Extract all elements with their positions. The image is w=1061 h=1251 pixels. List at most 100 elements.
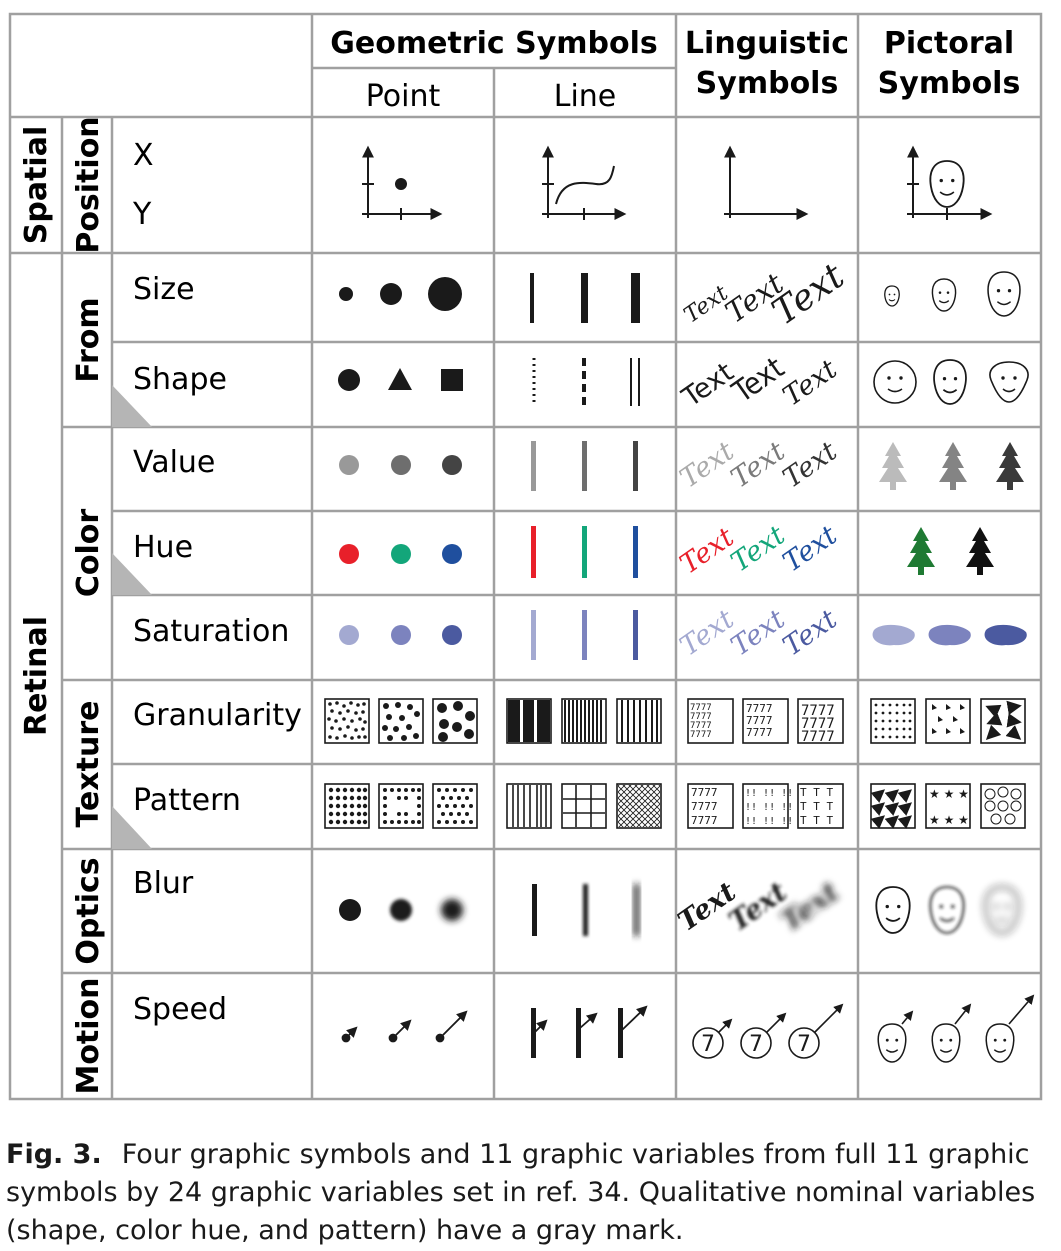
saturation-point-mid [391,625,411,645]
hue-line-red [531,526,536,578]
blur-face-heavy [983,885,1021,935]
value-line-mid [582,441,587,491]
graphic-variables-table: Geometric Symbols Point Line Linguistic … [8,12,1043,1101]
caption-text: Four graphic symbols and 11 graphic vari… [6,1139,1036,1246]
position-line-curve [555,165,615,205]
granularity-text-mid-line-3: 7777 [746,726,773,739]
blur-line-sharp [532,884,537,936]
header-geometric-symbols: Geometric Symbols [330,26,657,61]
pattern-line-grid [563,785,605,827]
saturation-blob-low [872,624,915,646]
shape-text-italic: Text [777,354,842,413]
label-spatial: Spatial [19,126,54,244]
hue-row: Text Text Text [339,520,994,580]
pattern-text-tees-line-1: T T T [800,786,833,799]
nominal-mark-pattern [112,806,152,849]
speed-text-fast [788,1027,820,1059]
pattern-text-bangs-box [742,783,789,829]
speed-digit-fast: 7 [797,1032,811,1057]
pattern-picto-faces [984,786,1022,825]
granularity-picto-mid-box [925,698,971,744]
position-face-icon [929,160,965,208]
size-text-large: Text [765,255,852,333]
granularity-point-fine-box [324,698,370,744]
value-point-dark [442,455,462,475]
blur-face-mid [929,886,965,934]
label-color: Color [71,509,106,598]
hue-tree-black [966,527,994,575]
granularity-row: 7777 7777 7777 7777 7777 7777 7777 7777 … [324,698,1026,745]
shape-row: Text Text Text [338,350,1029,414]
nominal-mark-hue [112,553,152,595]
granularity-point-mid-box [378,698,424,744]
value-text-dark: Text [777,436,842,495]
granularity-point-fine [327,701,367,740]
blur-text-heavy: Text [776,876,846,938]
svg-text:★ ★ ★: ★ ★ ★ [929,787,969,801]
saturation-text-high: Text [777,604,842,663]
value-tree-dark [996,442,1024,490]
shape-face-alien [989,361,1029,403]
granularity-text-fine-line-2: 7777 [690,712,712,722]
label-position: Position [71,116,106,253]
pattern-line-vertical [512,785,547,827]
var-value: Value [133,445,215,480]
saturation-line-mid [582,610,587,660]
size-line-thin [530,273,534,323]
value-line-dark [633,441,638,491]
header-linguistic-1: Linguistic [685,26,849,61]
blur-point-sharp [339,899,361,921]
pattern-row: 7777 7777 7777 !! !! !! !! !! !! !! !! !… [324,783,1026,829]
granularity-point-coarse [437,701,475,742]
group-labels: Spatial Retinal Position From Color Text… [19,116,106,1094]
header-line: Line [554,79,617,114]
var-x: X [133,138,154,173]
svg-text:★ ★ ★: ★ ★ ★ [929,813,969,827]
blur-face-sharp [875,886,911,934]
granularity-text-fine-line-4: 7777 [690,730,712,740]
shape-face-round [873,360,917,404]
granularity-line-mid-box [561,698,607,744]
pattern-point-offset [437,788,473,824]
header-pictoral-2: Symbols [878,66,1021,101]
speed-face-fast [985,1023,1015,1063]
position-point-dot [395,178,407,190]
pattern-text-digits-line-2: 7777 [691,800,718,813]
table-grid-lines [8,12,1043,1101]
saturation-row: Text Text Text [339,604,1027,663]
pattern-text-digits-line-1: 7777 [691,786,718,799]
granularity-text-mid-line-1: 7777 [746,702,773,715]
granularity-text-coarse-line-2: 7777 [801,716,835,732]
variable-labels: X Y Size Shape Value Hue Saturation Gran… [132,138,302,1027]
shape-point-square [441,369,463,391]
granularity-picto-coarse-box [980,698,1026,744]
granularity-line-coarse [508,700,550,742]
pattern-point-offset-box [432,783,478,829]
blur-line-mid [583,884,588,936]
pattern-text-tees-line-2: T T T [800,800,833,813]
blur-line-heavy [634,884,639,936]
shape-face-oval [933,359,967,405]
pattern-text-digits-box [687,783,734,829]
pattern-text-bangs-line-3: !! !! !! [745,816,793,827]
hue-point-blue [442,544,462,564]
value-tree-mid [939,442,967,490]
pattern-line-crosshatch [618,785,660,827]
speed-line-mid [576,1008,581,1058]
pattern-text-tees-line-3: T T T [800,814,833,827]
pattern-text-bangs-line-2: !! !! !! [745,802,793,813]
value-tree-light [879,442,907,490]
granularity-text-fine-line-3: 7777 [690,721,712,731]
size-face-small [884,285,900,307]
position-point-axes [362,145,443,220]
size-face-large [987,271,1021,317]
saturation-line-low [531,610,536,660]
blur-point-mid [390,899,412,921]
saturation-point-high [442,625,462,645]
speed-text-slow [692,1027,724,1059]
pattern-text-textures: 7777 7777 7777 !! !! !! !! !! !! !! !! !… [691,786,833,827]
pattern-picto-arrows [870,789,913,829]
speed-digit-slow: 7 [701,1032,715,1057]
var-speed: Speed [133,992,227,1027]
hue-text-blue: Text [777,520,842,579]
